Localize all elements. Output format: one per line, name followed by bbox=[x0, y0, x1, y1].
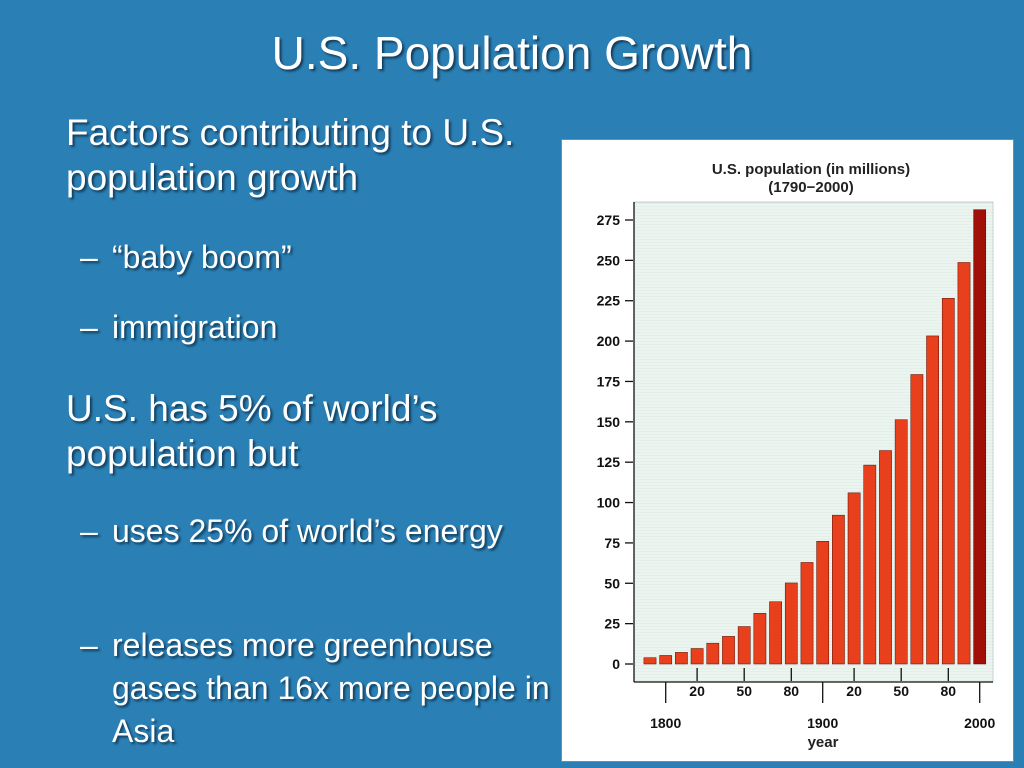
y-tick-label: 275 bbox=[597, 212, 621, 228]
bar-1840 bbox=[722, 636, 735, 665]
x-axis-label: year bbox=[808, 734, 839, 751]
bar-1860 bbox=[753, 613, 767, 665]
y-tick-label: 175 bbox=[597, 373, 621, 389]
factor-text: immigration bbox=[112, 309, 278, 345]
bar-1890 bbox=[800, 562, 814, 665]
x-major-tick-label: 2000 bbox=[964, 715, 995, 731]
bar-1790 bbox=[643, 657, 657, 665]
bar-1940 bbox=[879, 450, 892, 665]
bullet-dash: – bbox=[80, 627, 98, 663]
chart-title: U.S. population (in millions) bbox=[712, 161, 910, 178]
share-text: uses 25% of world’s energy bbox=[112, 513, 503, 549]
y-tick-label: 250 bbox=[597, 252, 621, 268]
bar-1820 bbox=[690, 648, 704, 665]
population-chart-svg: U.S. population (in millions) (1790−2000… bbox=[597, 161, 996, 751]
bullet-dash: – bbox=[80, 513, 98, 549]
bar-1810 bbox=[675, 652, 688, 665]
y-tick-label: 25 bbox=[604, 616, 620, 632]
x-minor-tick-label: 50 bbox=[736, 683, 752, 699]
bar-1800 bbox=[659, 655, 673, 665]
bar-1920 bbox=[847, 492, 861, 665]
x-major-tick-label: 1800 bbox=[650, 715, 681, 731]
bar-1870 bbox=[769, 601, 782, 665]
x-minor-tick-label: 20 bbox=[689, 683, 705, 699]
share-text: releases more greenhouse gases than 16x … bbox=[112, 627, 550, 749]
bar-1980 bbox=[941, 298, 955, 665]
y-tick-label: 100 bbox=[597, 495, 621, 511]
bar-2000 bbox=[973, 209, 987, 665]
x-minor-tick-label: 80 bbox=[941, 683, 957, 699]
bar-1880 bbox=[784, 582, 798, 665]
bar-1990 bbox=[957, 262, 971, 665]
share-bullet-greenhouse: – releases more greenhouse gases than 16… bbox=[80, 624, 550, 753]
bullet-dash: – bbox=[80, 309, 98, 345]
population-chart: U.S. population (in millions) (1790−2000… bbox=[561, 139, 1014, 762]
share-bullet-energy: – uses 25% of world’s energy bbox=[80, 510, 550, 553]
bar-1850 bbox=[737, 626, 751, 665]
factor-bullet-baby-boom: – “baby boom” bbox=[80, 236, 550, 279]
bar-1950 bbox=[894, 419, 908, 665]
y-tick-label: 125 bbox=[597, 454, 621, 470]
slide-title: U.S. Population Growth bbox=[271, 27, 753, 79]
y-tick-label: 0 bbox=[612, 656, 620, 672]
x-minor-tick-label: 20 bbox=[846, 683, 862, 699]
bar-1930 bbox=[863, 464, 877, 665]
factors-heading: Factors contributing to U.S. population … bbox=[66, 112, 515, 198]
share-heading: U.S. has 5% of world’s population but bbox=[66, 388, 438, 474]
x-minor-tick-label: 50 bbox=[893, 683, 909, 699]
y-tick-label: 225 bbox=[597, 293, 621, 309]
plot-area: 0 25 50 75 100 125 150 175 200 225 250 275 20 50 80 20 5… bbox=[597, 201, 995, 731]
y-tick-label: 200 bbox=[597, 333, 621, 349]
y-tick-label: 75 bbox=[604, 535, 620, 551]
bar-1970 bbox=[926, 335, 939, 665]
factor-bullet-immigration: – immigration bbox=[80, 306, 550, 349]
chart-subtitle: (1790−2000) bbox=[768, 179, 854, 196]
y-tick-label: 50 bbox=[604, 575, 620, 591]
y-tick-label: 150 bbox=[597, 414, 621, 430]
bullet-dash: – bbox=[80, 239, 98, 275]
bar-1910 bbox=[832, 514, 845, 665]
x-major-tick-label: 1900 bbox=[807, 715, 838, 731]
x-minor-tick-label: 80 bbox=[784, 683, 800, 699]
bar-1900 bbox=[816, 541, 830, 665]
factor-text: “baby boom” bbox=[112, 239, 292, 275]
bar-1830 bbox=[706, 642, 720, 665]
bar-1960 bbox=[910, 374, 924, 665]
